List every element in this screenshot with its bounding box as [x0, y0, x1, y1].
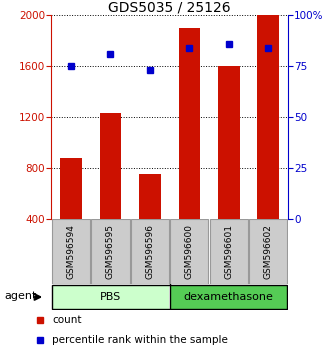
FancyBboxPatch shape: [52, 219, 90, 284]
FancyBboxPatch shape: [170, 285, 287, 309]
Text: GSM596601: GSM596601: [224, 224, 233, 279]
FancyBboxPatch shape: [249, 219, 287, 284]
Text: agent: agent: [4, 291, 36, 301]
Text: percentile rank within the sample: percentile rank within the sample: [53, 335, 228, 345]
Bar: [178, 28, 200, 219]
Text: GSM596596: GSM596596: [145, 224, 155, 279]
FancyBboxPatch shape: [52, 285, 169, 309]
Bar: [139, 174, 161, 219]
Text: GSM596594: GSM596594: [67, 224, 75, 279]
Text: count: count: [53, 315, 82, 325]
Bar: [100, 113, 121, 219]
Bar: [258, 15, 279, 219]
FancyBboxPatch shape: [91, 219, 130, 284]
Bar: [218, 66, 240, 219]
Text: GSM596600: GSM596600: [185, 224, 194, 279]
Bar: [60, 158, 82, 219]
Text: GSM596602: GSM596602: [264, 224, 273, 279]
Text: PBS: PBS: [100, 292, 121, 302]
FancyBboxPatch shape: [210, 219, 248, 284]
FancyBboxPatch shape: [170, 219, 209, 284]
Text: dexamethasone: dexamethasone: [184, 292, 274, 302]
Title: GDS5035 / 25126: GDS5035 / 25126: [108, 0, 231, 14]
Text: GSM596595: GSM596595: [106, 224, 115, 279]
FancyBboxPatch shape: [131, 219, 169, 284]
